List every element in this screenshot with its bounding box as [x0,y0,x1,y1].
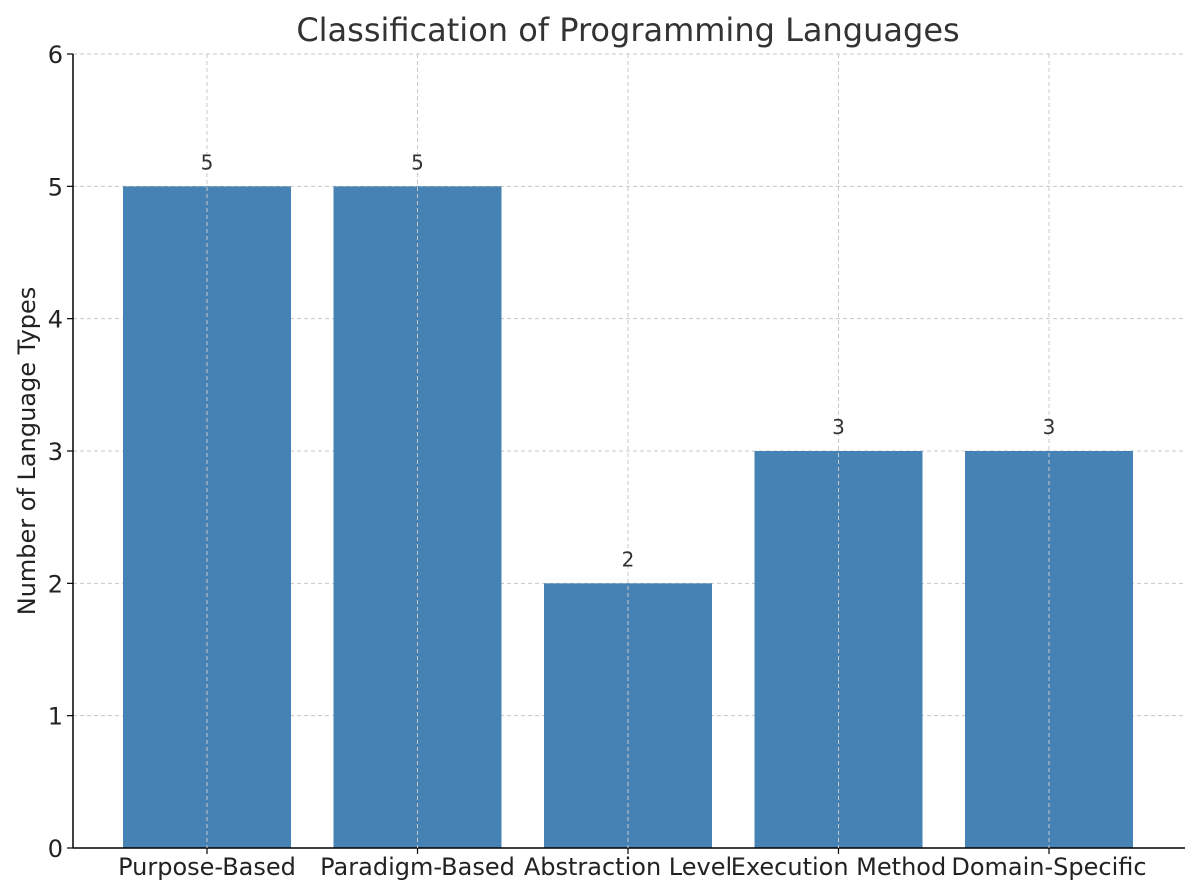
x-tick-label-1: Paradigm-Based [320,853,515,881]
data-label-1: 5 [411,150,424,174]
data-label-0: 5 [201,150,214,174]
y-axis-label: Number of Language Types [13,287,41,616]
y-tick-label-0: 0 [48,835,63,863]
data-label-3: 3 [832,415,845,439]
x-tick-label-3: Execution Method [731,853,946,881]
data-label-2: 2 [622,547,635,571]
y-tick-label-4: 4 [48,306,63,334]
y-tick-label-5: 5 [48,173,63,201]
y-tick-label-3: 3 [48,438,63,466]
chart-title: Classification of Programming Languages [296,11,959,49]
axes [67,53,1185,854]
x-tick-label-4: Domain-Specific [951,853,1146,881]
y-tick-label-2: 2 [48,570,63,598]
data-label-4: 3 [1043,415,1056,439]
y-tick-label-6: 6 [48,41,63,69]
y-tick-label-1: 1 [48,703,63,731]
labels: 0 1 2 3 4 5 6 Purpose-Based Paradigm-Based Abstra… [48,41,1147,881]
x-tick-label-0: Purpose-Based [118,853,296,881]
x-tick-label-2: Abstraction Level [524,853,732,881]
